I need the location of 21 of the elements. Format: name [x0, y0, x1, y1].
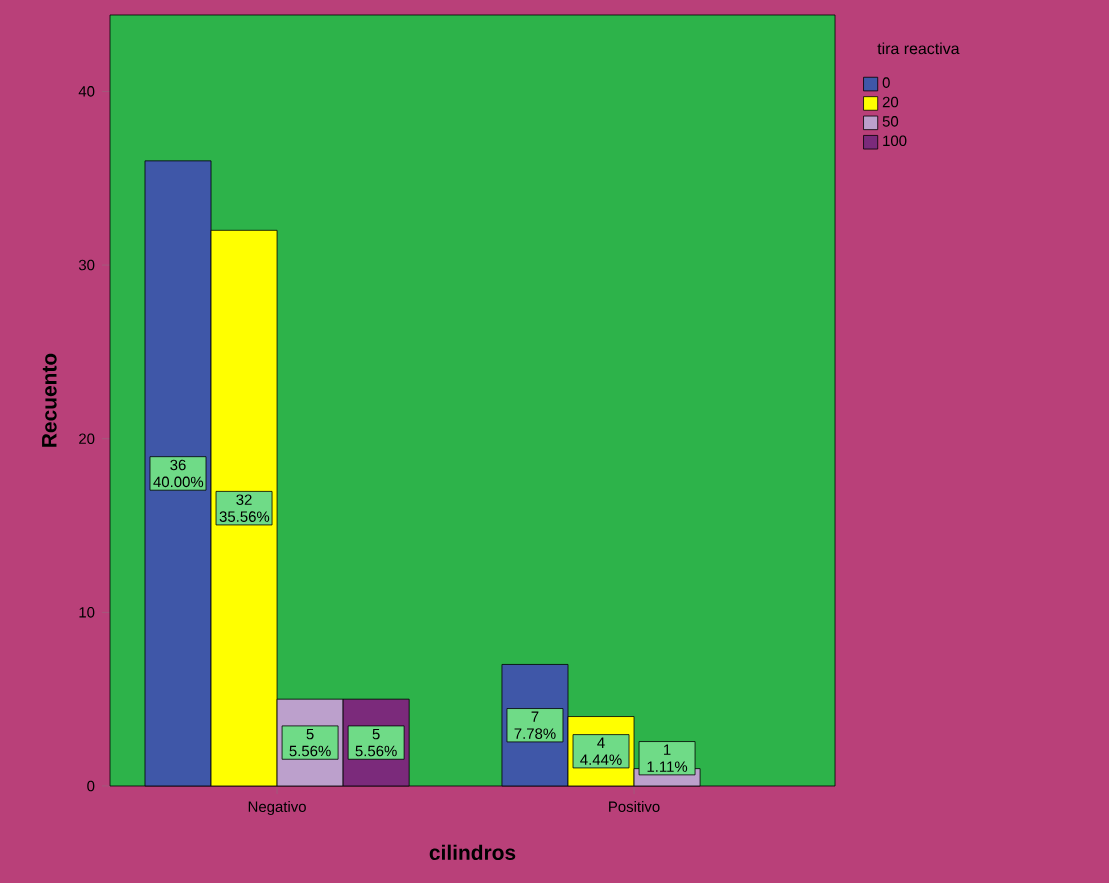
legend-label: 0 [882, 77, 890, 88]
legend-title: tira reactiva [877, 42, 960, 55]
legend-label: 100 [883, 135, 907, 147]
y-tick-label: 30 [78, 259, 95, 271]
data-label: 7 7.78% [514, 711, 556, 739]
data-label: 36 40.00% [153, 459, 204, 488]
y-tick-label: 40 [78, 86, 95, 97]
x-axis-title: cilindros [429, 844, 516, 861]
data-label: 4 4.44% [580, 737, 622, 765]
y-tick-label: 10 [79, 607, 95, 618]
data-label: 32 35.56% [219, 494, 270, 522]
x-tick-label: Negativo [248, 801, 306, 815]
x-tick-label: Positivo [609, 801, 660, 813]
y-tick-label: 0 [87, 780, 95, 792]
legend-label: 50 [882, 116, 899, 127]
y-axis-title: Recuento [42, 353, 57, 447]
y-tick-label: 20 [79, 433, 95, 444]
legend-label: 20 [882, 96, 899, 108]
data-label: 5 5.56% [355, 728, 397, 757]
data-label: 5 5.56% [289, 728, 331, 757]
data-label: 1 1.11% [647, 744, 688, 772]
